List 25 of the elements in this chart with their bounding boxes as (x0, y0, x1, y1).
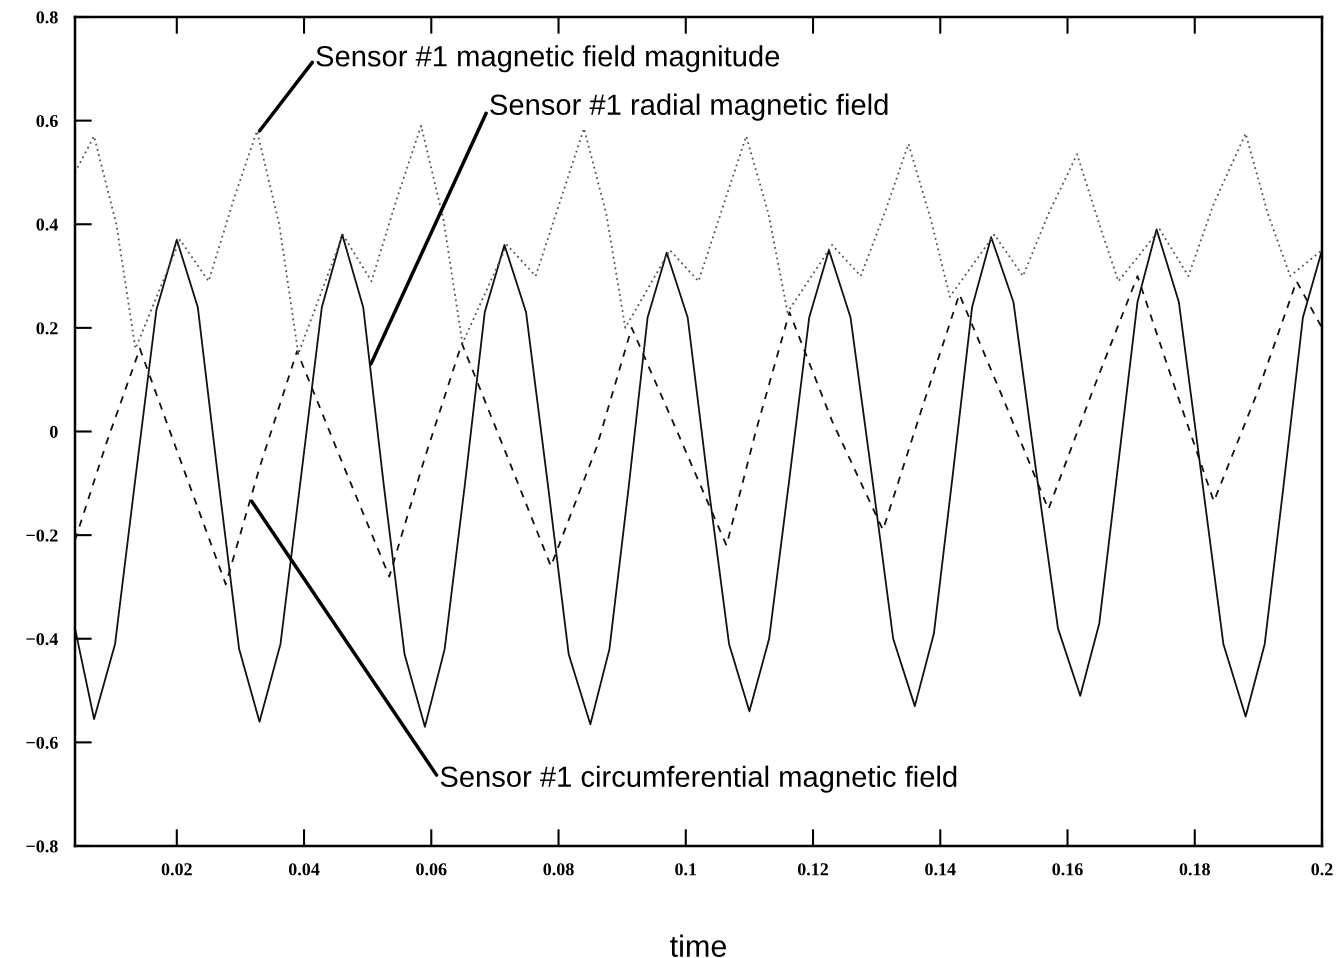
x-tick-label: 0.08 (543, 863, 574, 876)
annotation: Sensor #1 circumferential magnetic field (440, 765, 957, 793)
x-tick-label: 0.12 (797, 863, 829, 876)
y-tick-label: 0.6 (36, 114, 58, 128)
y-tick-label: 0.8 (36, 11, 58, 24)
x-tick-label: 0.16 (1052, 863, 1083, 876)
y-tick-label: 0 (49, 425, 58, 438)
x-tick-label: 0.18 (1179, 863, 1210, 876)
x-tick-label: 0.1 (675, 863, 697, 876)
y-tick-label: 0.2 (36, 322, 58, 335)
x-axis-title: time (670, 934, 727, 958)
y-tick-label: −0.4 (26, 633, 58, 646)
line-series (75, 228, 1322, 728)
annotation: Sensor #1 magnetic field magnitude (316, 45, 780, 73)
x-tick-label: 0.06 (416, 863, 447, 876)
x-tick-label: 0.14 (925, 863, 956, 876)
line-series (75, 124, 1322, 355)
y-tick-label: −0.6 (26, 736, 58, 749)
x-tick-label: 0.02 (161, 863, 192, 876)
y-tick-label: −0.2 (26, 529, 58, 542)
annotation: Sensor #1 radial magnetic field (490, 93, 888, 121)
y-tick-label: −0.8 (26, 840, 58, 853)
y-tick-label: 0.4 (36, 218, 58, 231)
x-tick-label: 0.04 (288, 863, 320, 876)
x-tick-label: 0.2 (1311, 863, 1333, 876)
